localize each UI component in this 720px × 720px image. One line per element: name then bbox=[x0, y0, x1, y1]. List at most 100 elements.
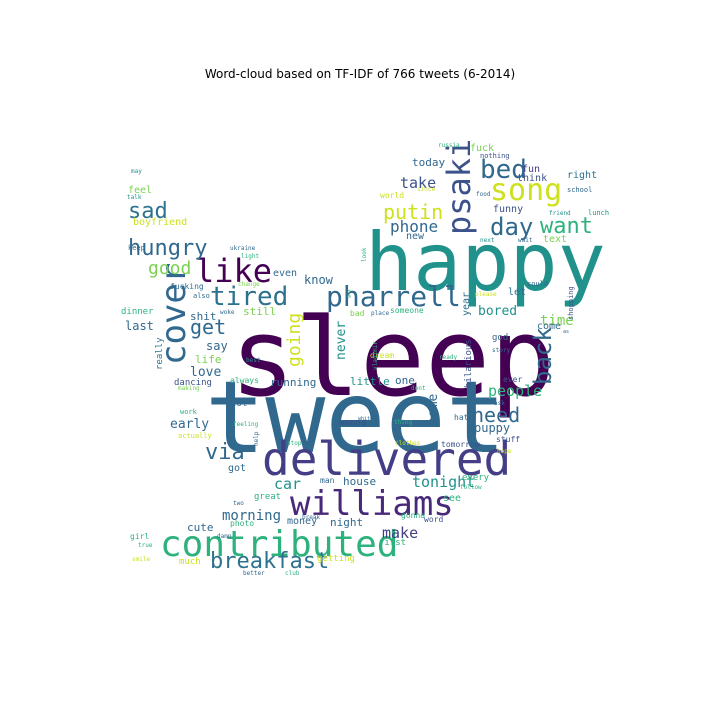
word-song: song bbox=[490, 173, 562, 208]
word-good: good bbox=[148, 258, 191, 279]
word-lunch: lunch bbox=[588, 209, 609, 217]
word-thing: thing bbox=[394, 419, 412, 426]
word-breakfast: breakfast bbox=[210, 549, 329, 574]
word-fucking: fucking bbox=[170, 282, 204, 291]
word-russia: russia bbox=[438, 142, 460, 149]
word-happy: happy bbox=[365, 216, 606, 309]
word-bed: bed bbox=[480, 155, 527, 185]
word-light: light bbox=[241, 253, 259, 260]
word-food: food bbox=[476, 191, 491, 198]
word-let: let bbox=[508, 287, 526, 298]
word-ask: ask bbox=[494, 400, 505, 407]
word-photo: photo bbox=[230, 519, 254, 528]
word-guy: guy bbox=[346, 289, 352, 298]
word-life: life bbox=[195, 353, 222, 366]
word-stuff: stuff bbox=[496, 435, 520, 444]
word-need: need bbox=[472, 403, 520, 427]
word-smile: smile bbox=[132, 556, 150, 563]
word-as: as bbox=[563, 329, 569, 335]
word-last: last bbox=[125, 319, 154, 333]
word-take: take bbox=[400, 174, 436, 192]
word-hope: hope bbox=[497, 448, 512, 455]
word-feel: feel bbox=[128, 185, 152, 196]
word-see: see bbox=[443, 493, 461, 504]
word-follow: follow bbox=[460, 484, 482, 491]
word-today: today bbox=[412, 156, 445, 169]
word-dinner: dinner bbox=[121, 307, 154, 317]
word-got: got bbox=[228, 463, 246, 474]
word-come: come bbox=[537, 321, 561, 332]
word-clothes: clothes bbox=[395, 440, 421, 447]
word-great: great bbox=[254, 492, 281, 502]
word-much: much bbox=[179, 557, 201, 567]
word-running: running bbox=[270, 376, 316, 389]
word-car: car bbox=[274, 475, 301, 493]
word-hungry: hungry bbox=[128, 236, 207, 261]
word-tweet: tweet bbox=[205, 359, 506, 476]
word-break: break bbox=[302, 514, 320, 521]
word-vladimir: vladimir bbox=[372, 341, 379, 370]
word-stop: stop bbox=[287, 440, 302, 447]
word-dont: dont bbox=[411, 385, 426, 392]
word-feeling: feeling bbox=[233, 421, 259, 428]
word-wanna: wanna bbox=[339, 418, 366, 428]
word-ready: ready bbox=[439, 354, 457, 361]
word-cute: cute bbox=[187, 521, 214, 534]
word-story: story bbox=[492, 347, 510, 354]
word-putin: putin bbox=[383, 200, 443, 224]
word-never: never bbox=[334, 321, 349, 360]
word-club: club bbox=[285, 570, 300, 577]
word-hate: hate bbox=[454, 413, 473, 422]
word-also: also bbox=[193, 292, 210, 300]
word-work: work bbox=[180, 408, 198, 416]
word-two: two bbox=[233, 500, 244, 507]
word-gonna: gonna bbox=[401, 511, 425, 520]
word-really: really bbox=[155, 337, 165, 370]
word-money: money bbox=[287, 516, 317, 527]
word-place: place bbox=[371, 310, 389, 317]
word-day: day bbox=[490, 213, 533, 241]
word-hilarious: hilarious bbox=[464, 339, 474, 388]
word-sad: sad bbox=[128, 199, 168, 224]
word-back: back bbox=[529, 327, 557, 385]
word-text: text bbox=[543, 234, 567, 245]
word-bad: bad bbox=[350, 309, 365, 318]
word-school: school bbox=[567, 186, 592, 194]
word-cover: cover bbox=[154, 263, 194, 365]
word-first: first bbox=[379, 538, 406, 548]
word-make: make bbox=[382, 524, 418, 542]
word-friend: friend bbox=[549, 210, 571, 217]
word-talk: talk bbox=[127, 194, 142, 201]
word-want: want bbox=[540, 214, 593, 239]
word-phone: phone bbox=[390, 217, 438, 236]
word-contributed: contributed bbox=[160, 524, 398, 565]
word-morning: morning bbox=[222, 508, 281, 524]
word-people: people bbox=[488, 382, 542, 400]
word-bored: bored bbox=[478, 304, 517, 319]
word-keep: keep bbox=[128, 244, 145, 252]
word-making: making bbox=[178, 385, 200, 392]
word-change: change bbox=[238, 281, 260, 288]
word-look: look bbox=[361, 247, 368, 262]
word-next: next bbox=[480, 237, 495, 244]
word-tonight: tonight bbox=[412, 473, 475, 491]
word-little: little bbox=[350, 375, 390, 388]
word-delivered: delivered bbox=[262, 432, 511, 486]
word-woke: woke bbox=[220, 309, 235, 316]
word-could: could bbox=[527, 280, 548, 288]
word-damn: damn bbox=[217, 533, 232, 540]
chart-title: Word-cloud based on TF-IDF of 766 tweets… bbox=[204, 67, 516, 81]
word-nothing: nothing bbox=[480, 152, 510, 160]
word-dancing: dancing bbox=[174, 378, 212, 388]
word-actually: actually bbox=[178, 432, 212, 440]
word-white: white bbox=[358, 416, 373, 422]
word-puppy: puppy bbox=[474, 421, 510, 435]
word-one: one bbox=[395, 374, 415, 387]
word-house: house bbox=[343, 475, 376, 488]
word-sleep: sleep bbox=[230, 296, 555, 421]
word-true: true bbox=[138, 542, 153, 549]
word-ukraine: ukraine bbox=[230, 245, 256, 252]
word-god: god bbox=[492, 333, 508, 343]
word-getting: getting bbox=[317, 554, 355, 564]
